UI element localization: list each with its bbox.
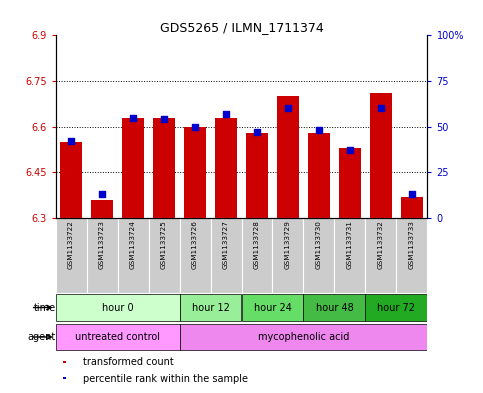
Bar [366, 218, 397, 293]
Bar [180, 218, 211, 293]
Bar [303, 218, 334, 293]
Text: GSM1133722: GSM1133722 [68, 220, 74, 269]
Text: GSM1133733: GSM1133733 [409, 220, 415, 269]
Point [98, 191, 106, 198]
Text: hour 48: hour 48 [315, 303, 354, 312]
Text: mycophenolic acid: mycophenolic acid [258, 332, 349, 342]
Bar [401, 197, 423, 218]
Point [284, 105, 292, 112]
Bar [242, 294, 303, 321]
Bar [272, 218, 303, 293]
Point [222, 111, 230, 117]
Bar [242, 218, 272, 293]
Bar [366, 294, 427, 321]
Text: GSM1133732: GSM1133732 [378, 220, 384, 269]
Point [191, 124, 199, 130]
Point [67, 138, 75, 145]
Bar [86, 218, 117, 293]
Text: untreated control: untreated control [75, 332, 160, 342]
Text: GSM1133727: GSM1133727 [223, 220, 229, 269]
Point [377, 105, 385, 112]
Point [160, 116, 168, 123]
Text: GSM1133728: GSM1133728 [254, 220, 260, 269]
Bar [56, 294, 180, 321]
Bar [211, 218, 242, 293]
Text: GSM1133730: GSM1133730 [316, 220, 322, 269]
Text: GSM1133723: GSM1133723 [99, 220, 105, 269]
Bar [153, 118, 175, 218]
Point [346, 147, 354, 154]
Text: percentile rank within the sample: percentile rank within the sample [84, 374, 248, 384]
Bar [303, 294, 366, 321]
Text: GSM1133725: GSM1133725 [161, 220, 167, 269]
Point [129, 114, 137, 121]
Text: GSM1133729: GSM1133729 [285, 220, 291, 269]
Bar [180, 324, 427, 350]
Text: GSM1133724: GSM1133724 [130, 220, 136, 269]
Bar [184, 127, 206, 218]
Bar [60, 142, 82, 218]
Bar [308, 133, 330, 218]
Bar [122, 118, 144, 218]
Bar [180, 294, 242, 321]
Bar [149, 218, 180, 293]
Bar [334, 218, 366, 293]
Bar [370, 93, 392, 218]
Title: GDS5265 / ILMN_1711374: GDS5265 / ILMN_1711374 [159, 21, 324, 34]
Bar [246, 133, 268, 218]
Bar [56, 218, 86, 293]
Text: hour 0: hour 0 [102, 303, 133, 312]
Text: GSM1133731: GSM1133731 [347, 220, 353, 269]
Text: GSM1133726: GSM1133726 [192, 220, 198, 269]
Bar [91, 200, 113, 218]
Bar [63, 361, 66, 362]
Text: hour 12: hour 12 [192, 303, 229, 312]
Text: hour 24: hour 24 [254, 303, 291, 312]
Text: transformed count: transformed count [84, 357, 174, 367]
Bar [215, 118, 237, 218]
Bar [117, 218, 149, 293]
Text: agent: agent [28, 332, 56, 342]
Bar [277, 96, 299, 218]
Bar [397, 218, 427, 293]
Bar [63, 377, 66, 379]
Text: time: time [33, 303, 56, 312]
Point [408, 191, 416, 198]
Point [253, 129, 261, 135]
Text: hour 72: hour 72 [377, 303, 415, 312]
Bar [339, 148, 361, 218]
Bar [56, 324, 180, 350]
Point [315, 127, 323, 134]
